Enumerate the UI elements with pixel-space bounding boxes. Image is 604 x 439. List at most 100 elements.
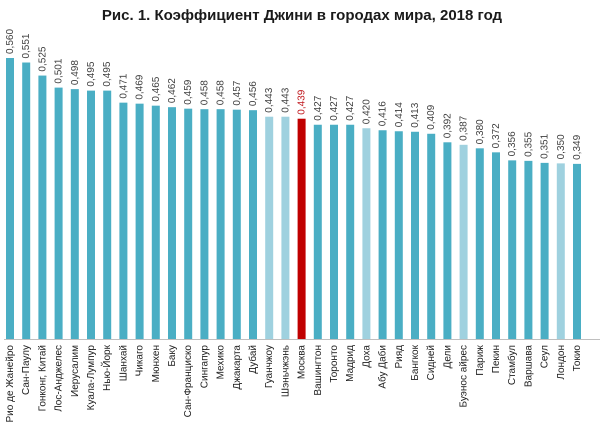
value-label: 0,458 bbox=[216, 80, 227, 105]
bar bbox=[216, 109, 225, 339]
value-label: 0,469 bbox=[135, 74, 146, 99]
category-label: Лос-Анджелес bbox=[54, 345, 65, 412]
value-label: 0,459 bbox=[183, 79, 194, 104]
value-label: 0,427 bbox=[329, 95, 340, 120]
value-label: 0,443 bbox=[280, 87, 291, 112]
value-label: 0,387 bbox=[459, 115, 470, 140]
value-label: 0,420 bbox=[361, 99, 372, 124]
bar bbox=[232, 109, 241, 339]
category-label: Сеул bbox=[540, 345, 551, 368]
category-label: Баку bbox=[167, 345, 178, 367]
value-label: 0,349 bbox=[572, 134, 583, 159]
bar bbox=[22, 62, 31, 339]
value-label: 0,351 bbox=[540, 133, 551, 158]
category-label: Сан-Паулу bbox=[21, 345, 32, 395]
bar bbox=[168, 107, 176, 339]
value-label: 0,458 bbox=[199, 80, 210, 105]
bar bbox=[346, 124, 355, 339]
bar bbox=[54, 87, 63, 340]
bar bbox=[475, 148, 484, 339]
bar bbox=[556, 163, 565, 339]
value-label: 0,457 bbox=[232, 80, 243, 105]
bar bbox=[394, 131, 403, 339]
category-label: Дели bbox=[442, 345, 453, 368]
value-label: 0,465 bbox=[151, 76, 162, 101]
bar bbox=[6, 58, 14, 339]
category-label: Торонто bbox=[329, 345, 340, 383]
category-label: Сидней bbox=[426, 345, 437, 380]
value-label: 0,443 bbox=[264, 87, 275, 112]
value-label: 0,456 bbox=[248, 81, 259, 106]
bar bbox=[184, 108, 193, 339]
category-label: Мадрид bbox=[345, 345, 356, 382]
category-label: Гуанчжоу bbox=[264, 345, 275, 388]
bar bbox=[103, 90, 112, 339]
bar bbox=[70, 89, 79, 339]
bar bbox=[524, 160, 533, 339]
bar bbox=[427, 133, 436, 339]
category-label: Рио де Жанейро bbox=[5, 345, 16, 423]
value-label: 0,427 bbox=[313, 95, 324, 120]
category-label: Шэньчжэнь bbox=[280, 345, 291, 397]
value-label: 0,356 bbox=[507, 131, 518, 156]
value-label: 0,355 bbox=[523, 131, 534, 156]
category-label: Токио bbox=[572, 345, 583, 372]
value-label: 0,495 bbox=[102, 61, 113, 86]
category-label: Иерусалим bbox=[70, 345, 81, 397]
category-label: Сан-Франциско bbox=[183, 345, 194, 418]
value-label: 0,560 bbox=[5, 29, 16, 54]
category-label: Париж bbox=[475, 345, 486, 376]
category-label: Джакарта bbox=[232, 345, 243, 390]
bar bbox=[200, 109, 209, 339]
bar bbox=[151, 105, 160, 339]
value-label: 0,392 bbox=[442, 113, 453, 138]
category-label: Москва bbox=[297, 345, 308, 380]
value-label: 0,416 bbox=[378, 101, 389, 126]
category-label: Дубай bbox=[247, 345, 259, 374]
chart-title: Рис. 1. Коэффициент Джини в городах мира… bbox=[101, 7, 503, 24]
value-label: 0,414 bbox=[394, 102, 405, 127]
bar bbox=[378, 130, 387, 339]
value-label: 0,350 bbox=[556, 134, 567, 159]
bar bbox=[573, 163, 581, 339]
bar bbox=[492, 152, 500, 339]
value-label: 0,413 bbox=[410, 102, 421, 127]
category-label: Буэнос айрес bbox=[459, 345, 470, 407]
bar bbox=[411, 131, 419, 339]
value-label: 0,462 bbox=[167, 78, 178, 103]
bar bbox=[249, 110, 257, 339]
value-label: 0,427 bbox=[345, 95, 356, 120]
category-label: Мюнхен bbox=[151, 345, 162, 382]
category-label: Рияд bbox=[394, 345, 405, 369]
bar bbox=[313, 124, 322, 339]
bar bbox=[540, 162, 549, 339]
value-label: 0,471 bbox=[118, 73, 129, 98]
bar bbox=[38, 75, 47, 339]
category-label: Гонконг, Китай bbox=[37, 345, 48, 411]
category-label: Чикаго bbox=[135, 345, 146, 377]
value-label: 0,439 bbox=[297, 89, 308, 114]
category-label: Доха bbox=[361, 345, 372, 368]
value-label: 0,498 bbox=[70, 60, 81, 85]
bar bbox=[119, 102, 128, 339]
category-label: Лондон bbox=[556, 345, 567, 380]
category-label: Абу Даби bbox=[377, 345, 389, 389]
value-label: 0,551 bbox=[21, 33, 32, 58]
category-label: Сингапур bbox=[199, 345, 210, 389]
value-label: 0,525 bbox=[37, 46, 48, 71]
bar bbox=[135, 103, 144, 339]
bar bbox=[265, 116, 274, 340]
bar bbox=[297, 118, 306, 340]
category-label: Куала-Лумпур bbox=[86, 345, 97, 411]
value-label: 0,380 bbox=[475, 119, 486, 144]
bar bbox=[508, 160, 517, 339]
bar bbox=[281, 116, 290, 340]
value-label: 0,501 bbox=[54, 58, 65, 83]
category-label: Стамбул bbox=[506, 345, 518, 385]
bar bbox=[459, 144, 468, 339]
value-label: 0,409 bbox=[426, 104, 437, 129]
category-label: Шанхай bbox=[118, 345, 129, 381]
value-label: 0,372 bbox=[491, 123, 502, 148]
bar bbox=[87, 90, 95, 339]
